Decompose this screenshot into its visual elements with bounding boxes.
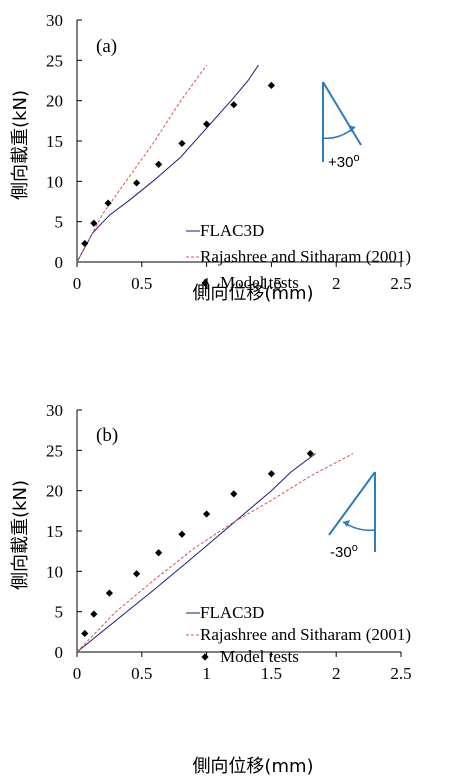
legend-entry-label: FLAC3D: [200, 603, 264, 622]
panel-label: (a): [96, 36, 117, 57]
angle-degree-sign: o: [352, 542, 358, 554]
chart-panel-a: 05101520253000.511.522.5側向位移(mm)側向載重(kN)…: [10, 11, 412, 304]
y-tick-label: 20: [46, 482, 63, 501]
series-line: [76, 453, 354, 653]
series-rajashree-and-sitharam-2001: [76, 64, 208, 263]
data-point-marker: [81, 239, 89, 248]
data-point-marker: [203, 510, 211, 518]
angle-degree-sign: o: [353, 152, 359, 164]
y-tick-label: 5: [55, 603, 64, 622]
data-point-marker: [105, 589, 113, 597]
angle-arrow-icon: [348, 125, 355, 132]
y-tick-label: 15: [46, 522, 63, 541]
x-tick-label: 0.5: [131, 664, 152, 683]
inclined-line: [328, 471, 376, 536]
data-point-marker: [306, 449, 314, 458]
legend-entry-label: Model tests: [220, 647, 299, 666]
data-point-marker: [90, 610, 98, 618]
angle-inset: +30o: [322, 81, 362, 171]
angle-value: +30: [328, 154, 353, 171]
angle-value: -30: [330, 544, 352, 561]
data-point-marker: [81, 629, 89, 638]
x-tick-label: 0: [73, 664, 82, 683]
y-axis-title: 側向載重(kN): [10, 90, 31, 200]
data-point-marker: [267, 470, 275, 478]
legend-entry-label: Rajashree and Sitharam (2001): [200, 625, 411, 644]
series-line: [76, 64, 259, 263]
legend-marker-icon: [201, 653, 209, 661]
data-point-marker: [178, 139, 186, 148]
legend: FLAC3D Rajashree and Sitharam (2001) Model…: [186, 603, 411, 666]
y-tick-label: 15: [46, 132, 63, 151]
y-tick-label: 0: [55, 643, 64, 662]
x-tick-label: 2.5: [390, 274, 411, 293]
x-axis-title: 側向位移(mm): [192, 283, 313, 304]
data-point-marker: [104, 199, 112, 207]
series-flac3d: [76, 453, 316, 653]
legend-marker-icon: [201, 279, 209, 287]
y-axis-title: 側向載重(kN): [10, 480, 31, 590]
chart-panel-b: 0 5 10 15 20 25 30 0 0.5 1 1.5 2 2.5 側向位移(mm) 側向載重(kN)…: [10, 401, 412, 777]
y-tick-label: 25: [46, 51, 63, 70]
y-tick-label: 30: [46, 11, 63, 30]
x-tick-label: 2.5: [390, 664, 411, 683]
data-point-marker: [203, 120, 211, 128]
series-line: [76, 453, 316, 653]
angle-inset: -30o: [328, 471, 376, 561]
data-point-marker: [133, 179, 141, 187]
legend-entry-label: Rajashree and Sitharam (2001): [200, 247, 411, 266]
data-point-marker: [155, 549, 163, 557]
data-point-marker: [178, 530, 186, 538]
series-model-tests: [81, 81, 275, 248]
x-tick-label: 2: [332, 664, 341, 683]
data-point-marker: [155, 160, 163, 168]
legend: FLAC3D Rajashree and Sitharam (2001) Model…: [186, 221, 411, 292]
data-point-marker: [90, 219, 98, 227]
series-rajashree-and-sitharam-2001: [76, 453, 354, 653]
data-point-marker: [230, 101, 238, 109]
x-tick-label: 0.5: [131, 274, 152, 293]
series-line: [76, 64, 208, 263]
series-flac3d: [76, 64, 259, 263]
y-tick-label: 0: [55, 253, 64, 272]
y-tick-label: 30: [46, 401, 63, 420]
data-point-marker: [267, 81, 275, 89]
y-tick-label: 10: [46, 172, 63, 191]
data-point-marker: [133, 570, 141, 578]
x-tick-label: 1.5: [261, 664, 282, 683]
x-tick-label: 0: [73, 274, 82, 293]
y-tick-label: 25: [46, 441, 63, 460]
series-model-tests: [81, 449, 314, 638]
angle-arrow-icon: [343, 520, 350, 527]
x-tick-label: 1.5: [261, 274, 282, 293]
y-tick-label: 20: [46, 92, 63, 111]
legend-entry-label: FLAC3D: [200, 221, 264, 240]
angle-label: +30o: [328, 152, 360, 171]
inclined-line: [322, 81, 362, 146]
x-axis-title: 側向位移(mm): [192, 756, 313, 777]
y-tick-label: 10: [46, 562, 63, 581]
y-tick-label: 5: [55, 213, 64, 232]
x-tick-label: 1: [202, 664, 211, 683]
x-tick-label: 2: [332, 274, 341, 293]
angle-label: -30o: [330, 542, 358, 561]
data-point-marker: [230, 490, 238, 498]
legend-entry-label: Model tests: [220, 273, 299, 292]
panel-label: (b): [96, 425, 118, 446]
